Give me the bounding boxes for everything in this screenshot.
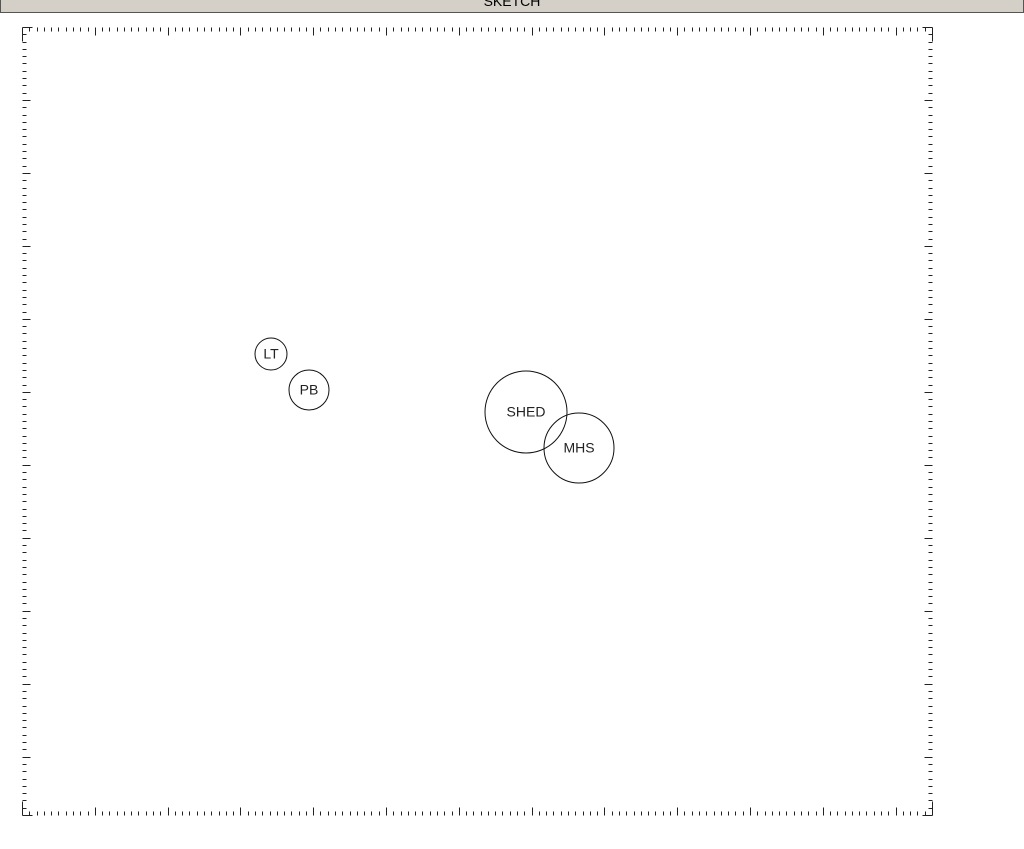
node-circle xyxy=(543,412,615,484)
node-label: PB xyxy=(300,382,319,398)
window-title: SKETCH xyxy=(483,0,541,9)
node-circle xyxy=(254,337,288,371)
node-label: MHS xyxy=(563,440,594,456)
node-circle xyxy=(288,369,330,411)
node-label: LT xyxy=(263,346,279,362)
rulers xyxy=(22,27,933,816)
node-circle xyxy=(484,370,568,454)
node-label: SHED xyxy=(507,404,546,420)
